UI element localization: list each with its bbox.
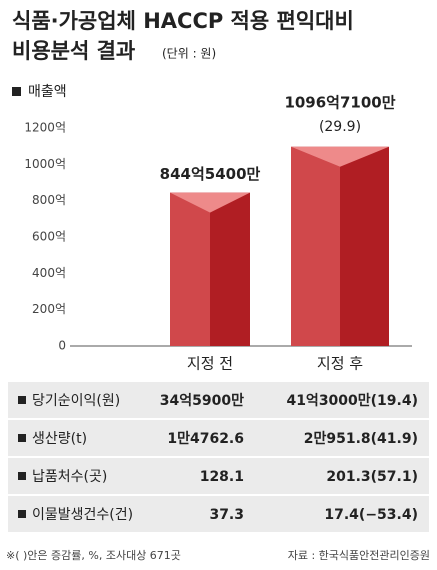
x-tick-label: 지정 후	[317, 355, 363, 373]
chart-title: 비용분석 결과	[12, 39, 135, 63]
y-tick-label: 800억	[32, 193, 66, 207]
bar-face	[170, 192, 210, 346]
growth-label: (29.9)	[319, 119, 361, 135]
y-tick-label: 600억	[32, 230, 66, 244]
bar-top	[170, 192, 250, 213]
table: 당기순이익(원) 34억5900만 41억3000만(19.4) 생산량(t) …	[8, 382, 429, 532]
cell: 37.3	[209, 507, 244, 523]
x-tick-label: 지정 전	[187, 355, 233, 373]
cell: 41억3000만(19.4)	[286, 393, 418, 409]
y-tick-label: 400억	[32, 266, 66, 280]
y-tick-label: 1200억	[24, 121, 66, 135]
bar-top	[291, 146, 389, 167]
table-row	[8, 458, 429, 494]
bullet	[18, 434, 26, 442]
legend-label: 매출액	[28, 84, 67, 100]
bullet	[18, 472, 26, 480]
table-row	[8, 382, 429, 418]
bullet	[18, 396, 26, 404]
cell: 1만4762.6	[167, 431, 244, 447]
row-label: 납품처수(곳)	[32, 469, 107, 485]
row-label: 당기순이익(원)	[32, 393, 120, 409]
bullet	[18, 510, 26, 518]
y-tick-label: 1000억	[24, 157, 66, 171]
table-row	[8, 496, 429, 532]
bar-face	[291, 146, 340, 346]
y-tick-label: 200억	[32, 302, 66, 316]
row-label: 생산량(t)	[32, 431, 87, 447]
source: 자료 : 한국식품안전관리인증원	[288, 549, 430, 562]
cell: 34억5900만	[160, 393, 244, 409]
cell: 2만951.8(41.9)	[304, 431, 418, 447]
unit: (단위 : 원)	[162, 47, 216, 61]
cell: 17.4(−53.4)	[324, 507, 418, 523]
chart-title: 식품·가공업체 HACCP 적용 편익대비	[12, 9, 354, 33]
cell: 128.1	[200, 469, 244, 485]
table-row	[8, 420, 429, 456]
footnote: ※( )안은 증감률, %, 조사대상 671곳	[6, 549, 181, 562]
legend-swatch	[12, 87, 21, 96]
row-label: 이물발생건수(건)	[32, 507, 133, 523]
value-label: 1096억7100만	[284, 93, 395, 111]
value-label: 844억5400만	[160, 165, 261, 183]
cell: 201.3(57.1)	[326, 469, 418, 485]
y-tick-label: 0	[58, 339, 66, 353]
